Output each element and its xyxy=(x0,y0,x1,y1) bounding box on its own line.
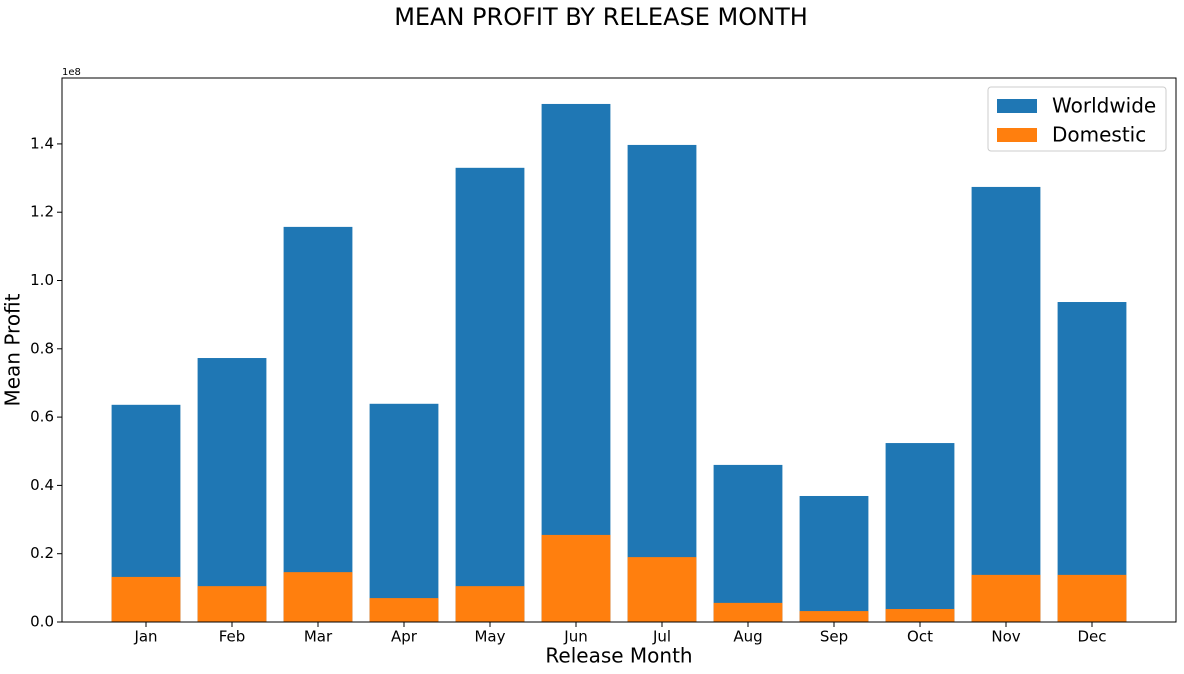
bar xyxy=(799,611,869,622)
x-tick-label: Sep xyxy=(820,628,848,646)
bar xyxy=(627,144,697,622)
x-tick-label: Apr xyxy=(391,628,418,646)
y-tick-label: 0.0 xyxy=(30,613,54,631)
bar xyxy=(283,572,353,622)
bar xyxy=(455,586,525,622)
x-axis-label: Release Month xyxy=(545,644,692,668)
x-tick-label: May xyxy=(474,628,505,646)
y-tick-label: 1.0 xyxy=(30,271,54,289)
plot-frame xyxy=(61,77,1177,623)
bar xyxy=(885,609,955,622)
bar xyxy=(283,226,353,622)
y-tick-label: 0.8 xyxy=(30,339,54,357)
bar xyxy=(971,186,1041,623)
x-tick-label: Nov xyxy=(991,628,1020,646)
y-tick-label: 0.6 xyxy=(30,408,54,426)
bar xyxy=(369,403,439,622)
legend-swatch xyxy=(997,128,1037,142)
legend-swatch xyxy=(997,99,1037,113)
bar xyxy=(455,167,525,622)
y-tick-label: 1.2 xyxy=(30,203,54,221)
bar xyxy=(1057,574,1127,622)
bar xyxy=(369,598,439,622)
bar xyxy=(627,557,697,622)
bar xyxy=(541,534,611,622)
x-tick-label: Jan xyxy=(133,628,157,646)
x-tick-label: Jun xyxy=(563,628,587,646)
bar xyxy=(713,602,783,622)
y-axis-label: Mean Profit xyxy=(1,293,25,406)
y-tick-label: 0.4 xyxy=(30,476,54,494)
x-tick-label: Dec xyxy=(1077,628,1106,646)
y-tick-label: 1.4 xyxy=(30,134,54,152)
bar xyxy=(197,358,267,622)
bar xyxy=(197,586,267,622)
x-tick-label: Mar xyxy=(304,628,333,646)
x-tick-label: Oct xyxy=(907,628,933,646)
offset-label: 1e8 xyxy=(62,67,81,78)
bar xyxy=(713,464,783,622)
x-tick-label: Aug xyxy=(733,628,762,646)
y-tick-label: 0.2 xyxy=(30,544,54,562)
x-tick-label: Feb xyxy=(219,628,246,646)
legend-label: Worldwide xyxy=(1052,94,1156,118)
x-tick-label: Jul xyxy=(652,628,671,646)
bar xyxy=(799,495,869,622)
legend-label: Domestic xyxy=(1052,123,1146,147)
chart-title: MEAN PROFIT BY RELEASE MONTH xyxy=(394,3,808,31)
bar xyxy=(1057,302,1127,622)
bar xyxy=(885,443,955,622)
bar xyxy=(971,574,1041,622)
bar xyxy=(111,576,181,622)
